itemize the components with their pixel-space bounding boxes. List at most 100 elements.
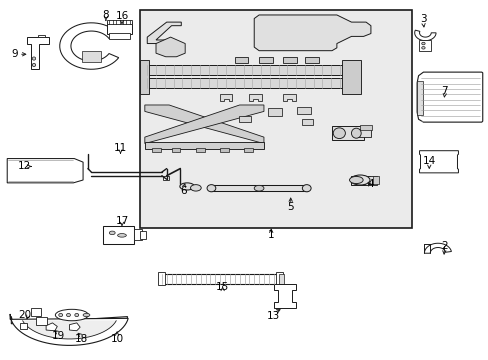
Bar	[144, 78, 344, 88]
Text: 5: 5	[287, 202, 293, 212]
Bar	[107, 22, 131, 33]
Ellipse shape	[254, 185, 264, 191]
Bar	[163, 176, 169, 180]
Ellipse shape	[349, 176, 363, 184]
Ellipse shape	[109, 231, 115, 235]
Polygon shape	[249, 94, 261, 102]
Bar	[357, 129, 370, 137]
Text: 3: 3	[419, 14, 426, 24]
Bar	[372, 176, 378, 184]
Polygon shape	[416, 72, 482, 122]
Bar	[278, 274, 284, 284]
Ellipse shape	[66, 314, 70, 317]
Text: 19: 19	[52, 332, 65, 342]
Bar	[360, 125, 372, 130]
Polygon shape	[283, 94, 295, 102]
Text: 1: 1	[267, 230, 274, 240]
Bar	[234, 57, 248, 63]
Ellipse shape	[332, 128, 345, 139]
Bar	[418, 40, 430, 51]
Polygon shape	[27, 37, 49, 69]
Polygon shape	[11, 316, 127, 344]
Ellipse shape	[351, 128, 361, 138]
Bar	[301, 118, 312, 125]
Bar	[296, 107, 310, 114]
Bar	[210, 185, 307, 191]
Bar	[276, 272, 283, 285]
Bar	[267, 108, 282, 116]
Bar	[259, 57, 272, 63]
Ellipse shape	[350, 175, 369, 185]
Text: 4: 4	[367, 179, 373, 189]
Bar	[102, 226, 134, 244]
Polygon shape	[20, 323, 27, 329]
Bar	[244, 148, 253, 152]
Text: 20: 20	[18, 310, 31, 320]
Ellipse shape	[421, 46, 424, 49]
Text: 8: 8	[102, 10, 109, 20]
Text: 12: 12	[18, 161, 31, 171]
Ellipse shape	[32, 63, 36, 67]
Polygon shape	[36, 317, 47, 325]
Polygon shape	[254, 15, 370, 51]
Bar	[107, 20, 131, 23]
Text: 13: 13	[266, 311, 280, 321]
Text: 17: 17	[115, 216, 128, 226]
Bar	[238, 116, 250, 122]
Text: 18: 18	[75, 334, 88, 344]
Polygon shape	[30, 308, 41, 316]
Bar	[109, 33, 129, 39]
Ellipse shape	[180, 183, 194, 190]
Polygon shape	[156, 37, 185, 57]
Polygon shape	[46, 323, 57, 331]
Text: 6: 6	[180, 186, 186, 196]
Ellipse shape	[83, 314, 90, 317]
Text: 2: 2	[441, 241, 447, 251]
Bar	[144, 143, 264, 149]
Polygon shape	[69, 323, 80, 331]
Polygon shape	[147, 22, 181, 44]
Bar	[133, 229, 142, 240]
Ellipse shape	[302, 185, 310, 192]
Text: 9: 9	[12, 49, 18, 59]
Bar	[140, 60, 148, 94]
Polygon shape	[7, 158, 83, 183]
Ellipse shape	[75, 314, 79, 317]
Ellipse shape	[32, 57, 36, 60]
Polygon shape	[424, 243, 450, 253]
Bar	[341, 60, 361, 94]
Polygon shape	[22, 320, 116, 339]
Text: 16: 16	[115, 12, 128, 21]
Polygon shape	[273, 284, 295, 308]
Bar	[305, 57, 318, 63]
Ellipse shape	[190, 185, 201, 191]
Text: 11: 11	[114, 143, 127, 153]
Bar	[152, 148, 161, 152]
Ellipse shape	[117, 234, 126, 237]
Ellipse shape	[59, 314, 62, 317]
Bar	[144, 65, 344, 75]
Text: 14: 14	[422, 157, 435, 166]
Bar	[171, 148, 180, 152]
Bar	[351, 176, 369, 185]
Text: 10: 10	[110, 334, 123, 344]
Bar	[158, 272, 165, 285]
Ellipse shape	[421, 42, 424, 45]
Bar	[159, 274, 278, 284]
Ellipse shape	[55, 309, 88, 321]
Polygon shape	[414, 30, 435, 41]
Text: 15: 15	[216, 282, 229, 292]
Bar	[196, 148, 204, 152]
Text: 7: 7	[441, 86, 447, 96]
Polygon shape	[144, 105, 264, 144]
Bar	[140, 10, 411, 228]
Polygon shape	[419, 151, 458, 173]
Bar	[220, 148, 228, 152]
Polygon shape	[38, 35, 45, 37]
Polygon shape	[10, 314, 128, 345]
Polygon shape	[416, 81, 423, 115]
Polygon shape	[60, 23, 119, 69]
Polygon shape	[220, 94, 232, 102]
Polygon shape	[144, 105, 264, 144]
Bar	[140, 231, 145, 239]
